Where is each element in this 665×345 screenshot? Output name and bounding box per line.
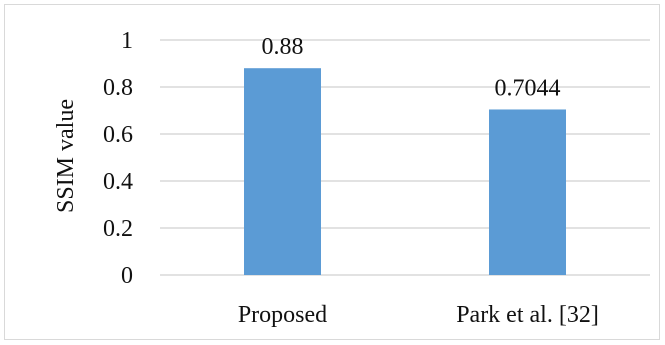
y-tick-label: 0.8 bbox=[103, 75, 133, 101]
bars bbox=[244, 68, 566, 275]
data-label: 0.7044 bbox=[495, 75, 561, 101]
x-tick-labels: Proposed Park et al. [32] bbox=[238, 302, 599, 328]
y-tick-label: 0.2 bbox=[103, 216, 133, 242]
y-tick-label: 0.6 bbox=[103, 122, 133, 148]
y-tick-label: 0.4 bbox=[103, 169, 133, 195]
data-label: 0.88 bbox=[262, 34, 304, 60]
y-tick-label: 1 bbox=[121, 28, 133, 54]
y-tick-labels: 0 0.2 0.4 0.6 0.8 1 bbox=[103, 28, 133, 289]
y-tick-label: 0 bbox=[121, 263, 133, 289]
bar-1 bbox=[244, 68, 321, 275]
y-axis-label: SSIM value bbox=[53, 99, 79, 213]
gridlines bbox=[160, 39, 650, 276]
x-tick-label: Park et al. [32] bbox=[456, 302, 599, 328]
x-tick-label: Proposed bbox=[238, 302, 327, 328]
data-labels: 0.88 0.7044 bbox=[262, 34, 561, 101]
bar-2 bbox=[489, 109, 566, 275]
